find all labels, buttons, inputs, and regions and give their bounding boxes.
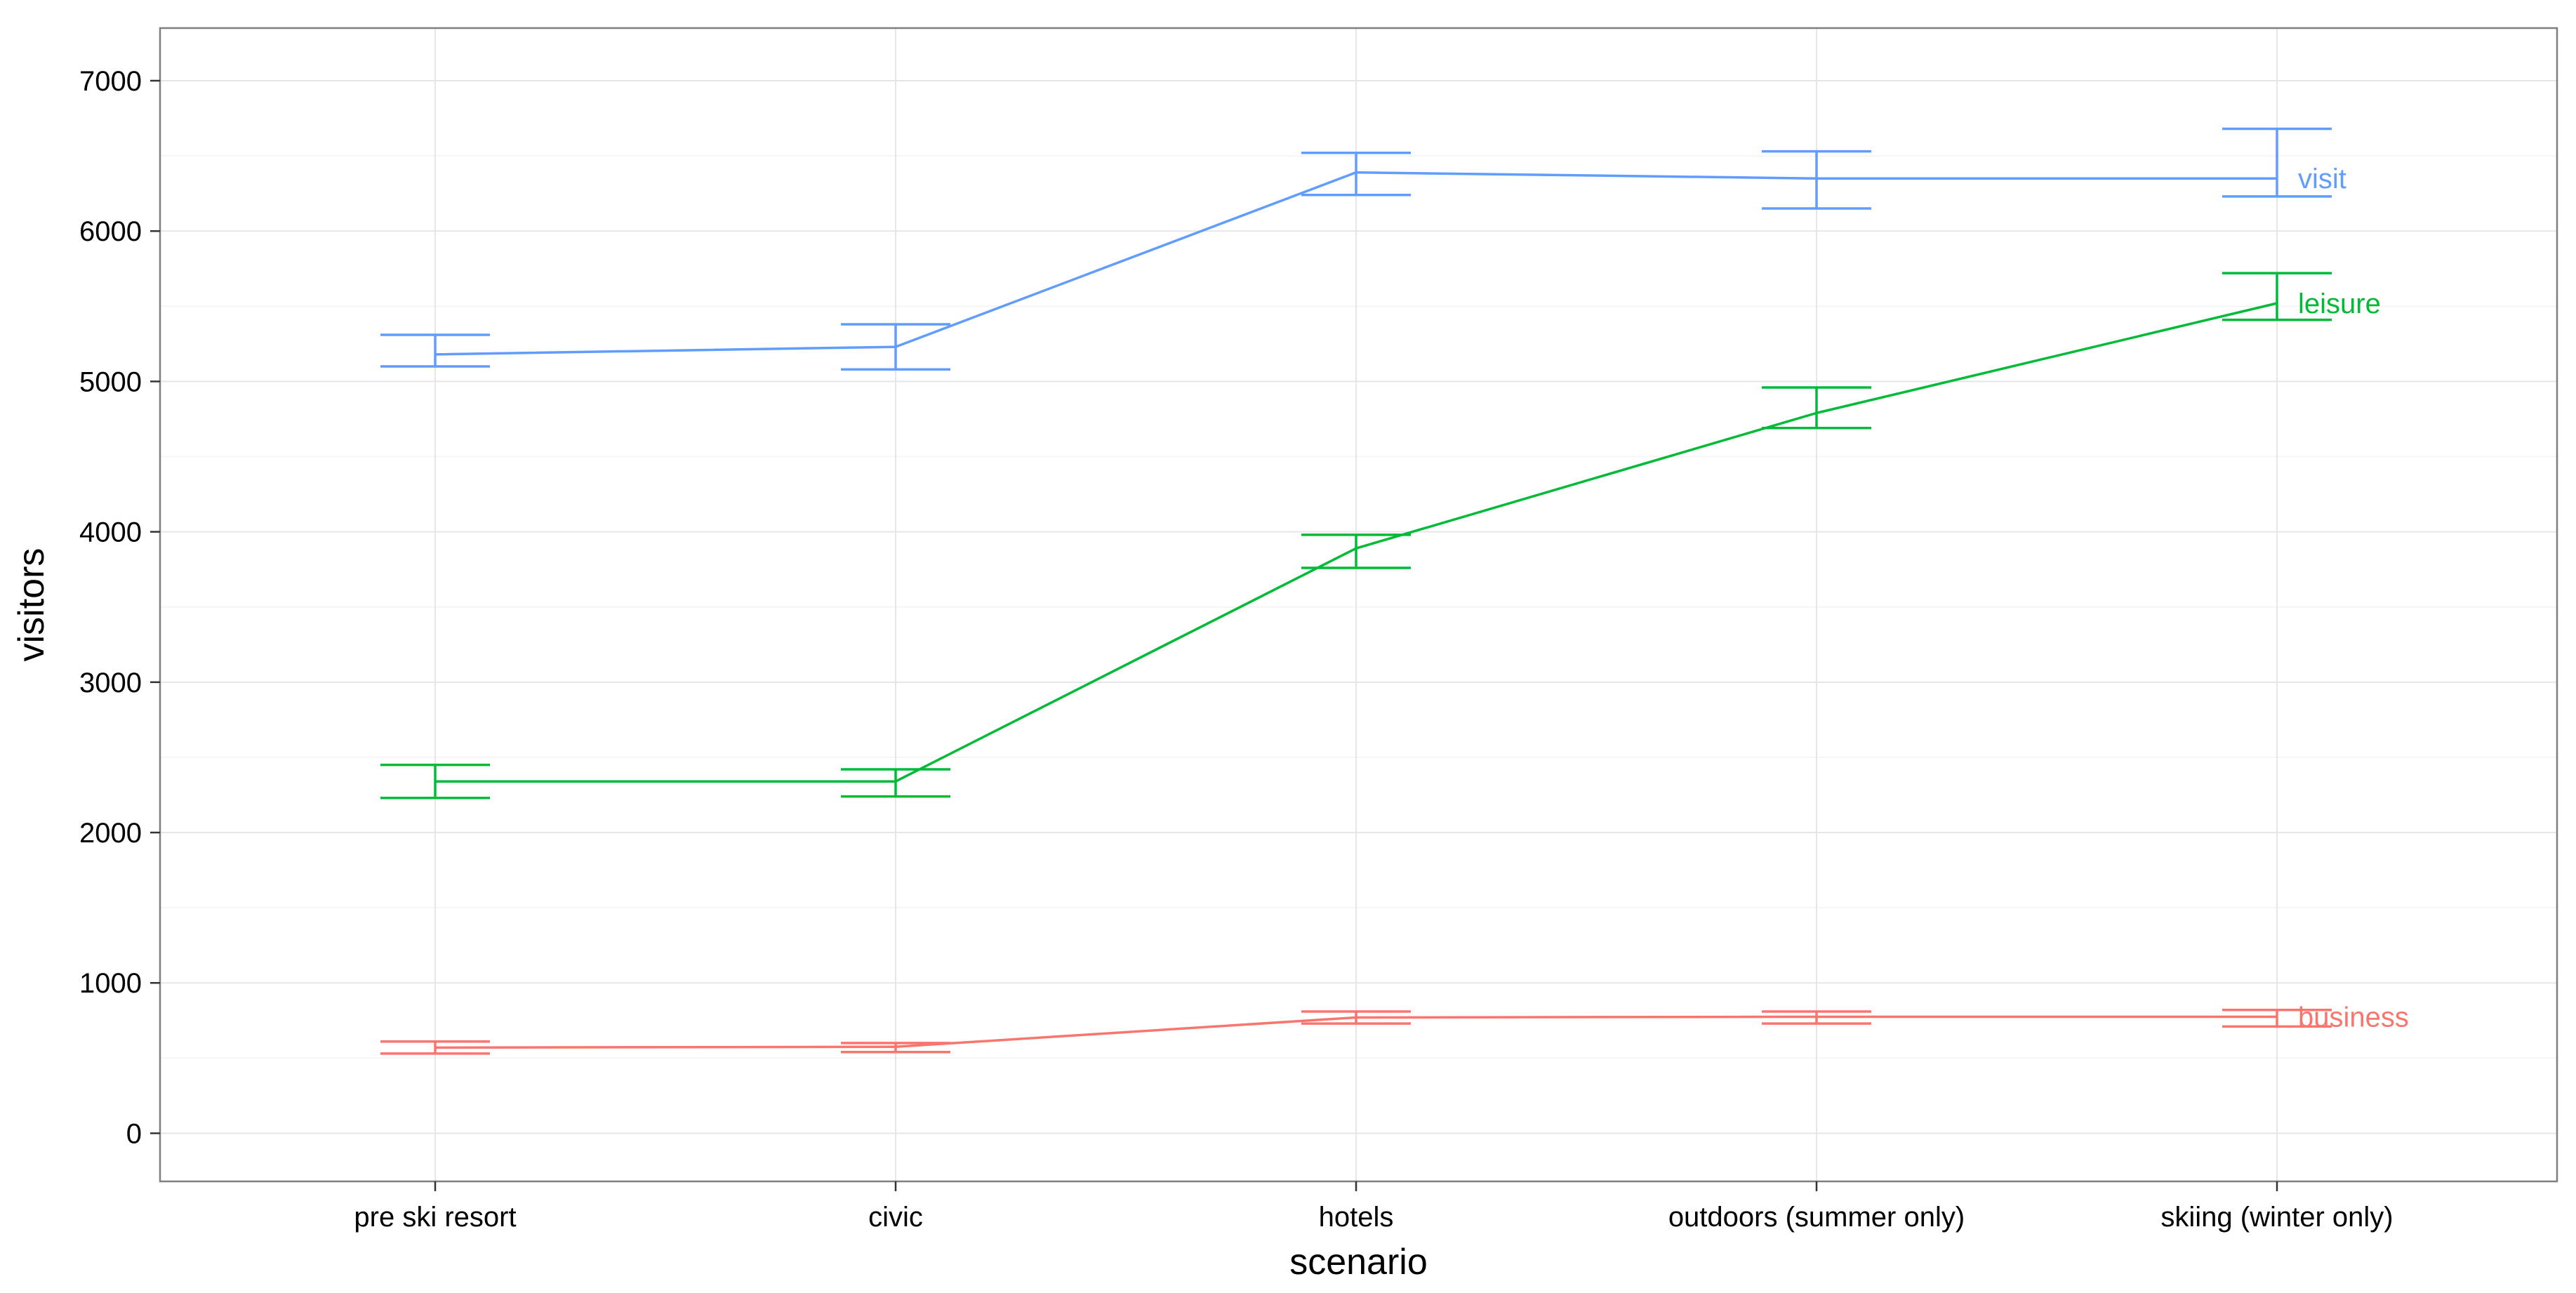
y-tick-label: 6000 (79, 216, 142, 247)
series-group: visit leisure business (380, 127, 2409, 1055)
x-tick-label: pre ski resort (354, 1202, 516, 1233)
series-leisure: leisure (380, 272, 2381, 800)
x-tick-label: skiing (winter only) (2160, 1202, 2393, 1233)
plot-panel (160, 28, 2557, 1181)
y-tick-label: 4000 (79, 517, 142, 548)
series-line-leisure (435, 302, 2278, 783)
series-label-visit: visit (2298, 164, 2346, 194)
error-bar (841, 768, 950, 798)
series-line-business (434, 1015, 2277, 1049)
y-tick-label: 7000 (79, 66, 142, 97)
y-tick-label: 0 (126, 1118, 142, 1149)
y-axis-title: visitors (11, 548, 52, 662)
gridlines (160, 28, 2557, 1181)
series-visit: visit (380, 127, 2346, 371)
x-tick-label: hotels (1319, 1202, 1394, 1233)
y-tick-label: 2000 (79, 818, 142, 849)
plot-panel-border (159, 27, 2558, 1183)
x-axis-title: scenario (1289, 1242, 1428, 1282)
error-bar (1762, 150, 1871, 210)
series-line-visit (434, 171, 2277, 356)
series-business: business (380, 1002, 2409, 1055)
y-tick-label: 3000 (79, 668, 142, 698)
error-bar (380, 333, 490, 368)
y-tick-label: 5000 (79, 366, 142, 397)
error-bar (1301, 152, 1411, 197)
error-bar (1762, 386, 1871, 430)
axes: 0 1000 2000 3000 4000 5000 6000 7000 pre ski res… (79, 66, 2394, 1233)
y-tick-label: 1000 (79, 968, 142, 999)
error-bar (2222, 127, 2332, 198)
x-tick-label: civic (868, 1202, 923, 1233)
x-tick-label: outdoors (summer only) (1668, 1202, 1965, 1233)
series-label-leisure: leisure (2298, 289, 2381, 319)
error-bar (2222, 1009, 2332, 1028)
series-label-business: business (2298, 1002, 2409, 1033)
error-bar (2222, 272, 2332, 321)
